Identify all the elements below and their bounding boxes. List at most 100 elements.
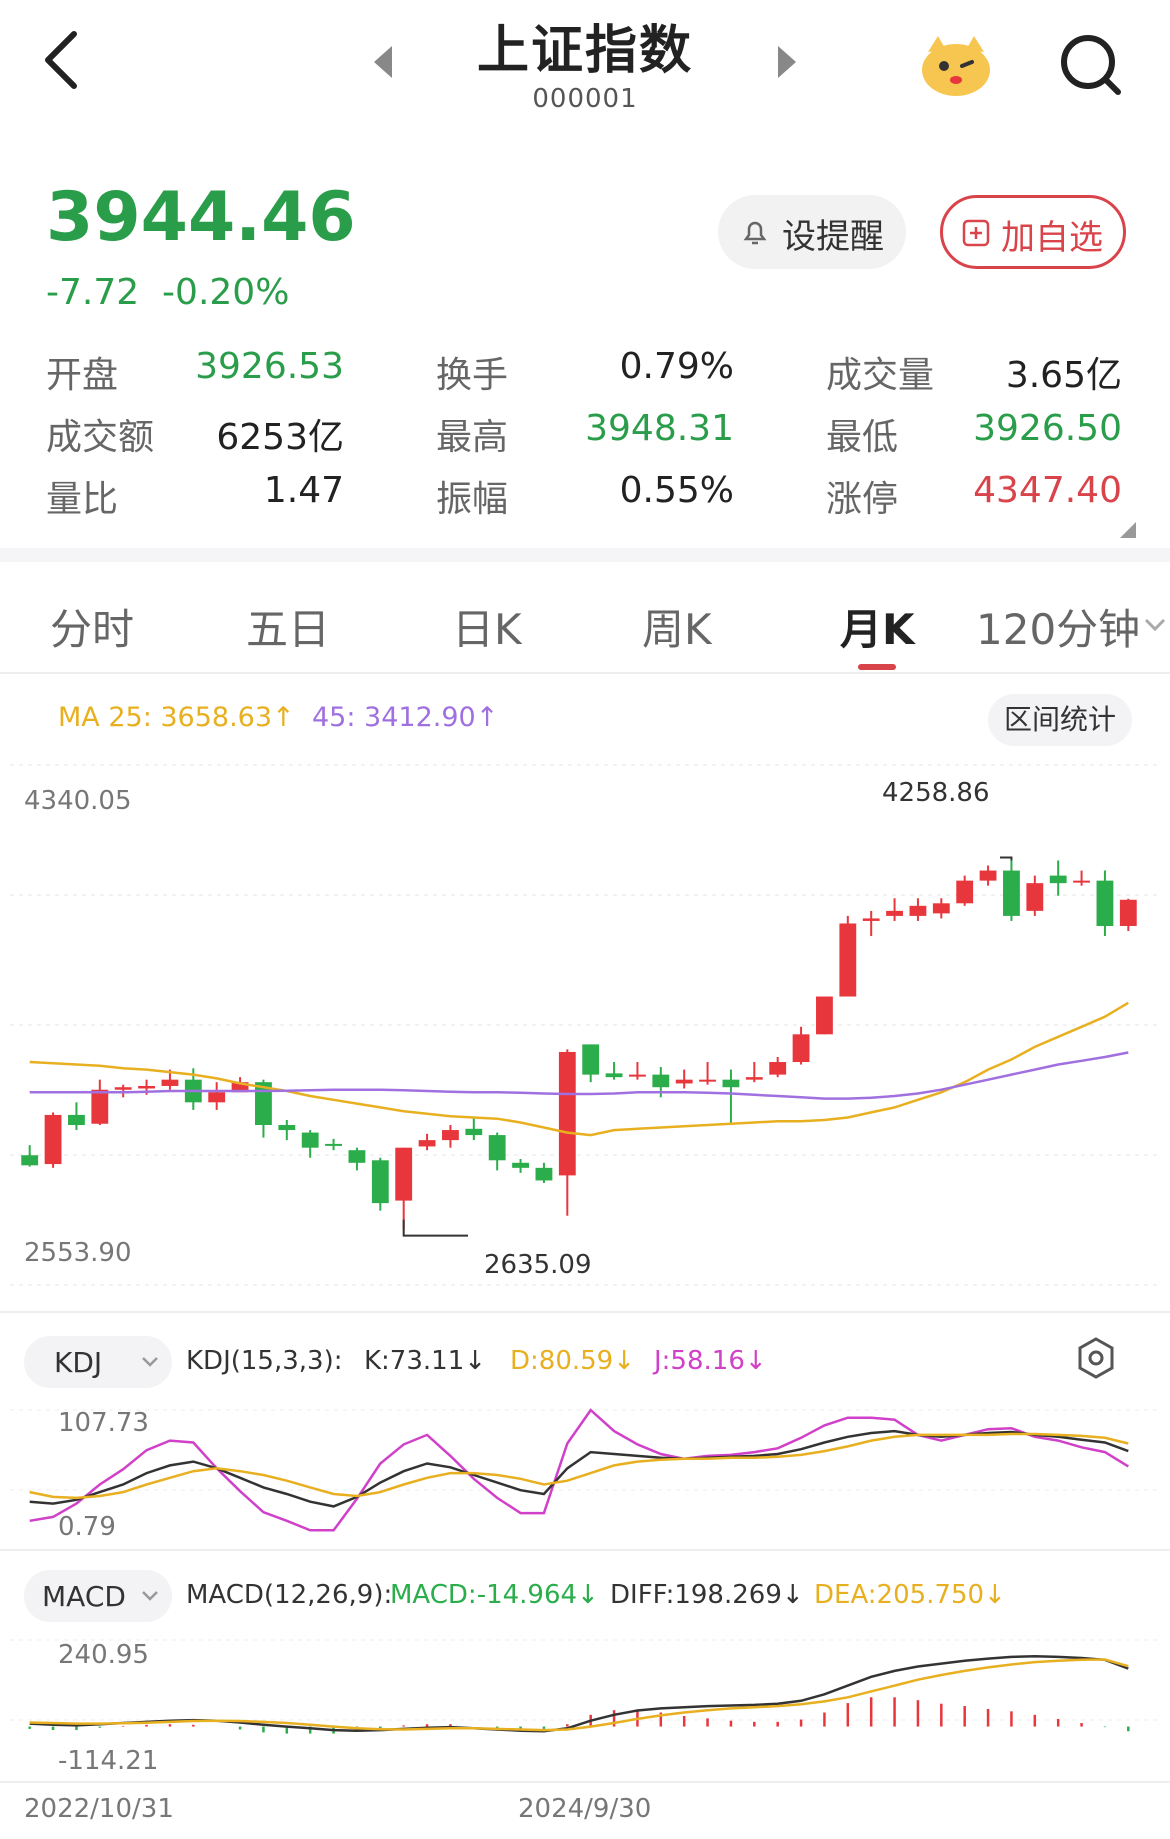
add-watchlist-button[interactable]: 加自选 [940,195,1126,269]
high-annotation-line [1000,856,1013,861]
set-alert-label: 设提醒 [782,217,884,257]
candle-body [301,1132,319,1148]
section-divider [0,548,1170,562]
candle-body [1073,880,1090,883]
kdj-k-line [29,1429,1129,1508]
candle-body [255,1082,272,1126]
tab-120-minute[interactable]: 120分钟 [976,605,1141,654]
macd-selector-label: MACD [42,1580,126,1613]
candle-body [161,1079,179,1086]
candle-body [512,1162,529,1168]
kdj-d-line [29,1432,1129,1500]
kdj-k-value: K:73.11↓ [364,1346,487,1376]
macd-selector[interactable]: MACD [24,1570,172,1622]
tab-intraday[interactable]: 分时 [50,605,135,654]
range-stats-button[interactable]: 区间统计 [988,694,1132,746]
chevron-down-icon [142,1357,158,1367]
ma25-line [29,1001,1129,1137]
candle-body [184,1079,202,1103]
y-axis-bottom-label: 2553.90 [24,1238,132,1268]
candle-body [605,1073,623,1078]
candle-body [1026,883,1044,911]
candle-body [862,918,880,921]
tab-monthly-k[interactable]: 月K [840,605,915,654]
tab-daily-k[interactable]: 日K [452,605,522,654]
macd-y-top-label: 240.95 [58,1640,149,1670]
stat-value-high: 3948.31 [585,408,734,449]
back-icon[interactable] [30,20,100,100]
candle-body [932,903,950,914]
change-percent: -0.20% [162,272,290,313]
candle-body [488,1135,506,1161]
stat-label-high: 最高 [436,417,509,458]
kdj-lines-group [29,1408,1129,1532]
candle-body [816,996,833,1035]
macd-dea-value: DEA:205.750↓ [814,1580,1006,1610]
candle-body [979,870,997,881]
candle-body [418,1140,436,1147]
price-change: -7.72 -0.20% [46,272,289,313]
candle-body [582,1044,600,1075]
y-axis-top-label: 4340.05 [24,786,132,816]
candle-body [675,1079,693,1084]
tab-five-day[interactable]: 五日 [246,605,331,654]
candle-body [792,1034,810,1063]
ma25-value: MA 25: 3658.63↑ [58,702,295,733]
prev-stock-icon[interactable] [368,42,398,82]
candle-body [652,1074,670,1088]
stat-label-volume: 成交量 [826,355,935,396]
mascot-icon[interactable] [916,22,996,102]
candle-body [68,1114,85,1126]
settings-hex-icon[interactable] [1074,1336,1118,1380]
candle-body [956,880,974,904]
kdj-selector-label: KDJ [54,1346,103,1379]
macd-dea-line [29,1658,1129,1732]
candle-body [395,1147,413,1201]
candle-body [465,1128,483,1136]
kdj-y-bottom-label: 0.79 [58,1512,116,1542]
top-bar: 上证指数 000001 [0,0,1170,130]
kdj-selector[interactable]: KDJ [24,1336,172,1388]
candle-body [1096,880,1114,926]
stat-value-volume: 3.65亿 [1005,355,1122,396]
macd-y-bottom-label: -114.21 [58,1746,159,1776]
candle-body [208,1092,226,1103]
page-title: 上证指数 [476,21,693,81]
macd-diff-line [29,1655,1129,1733]
expand-corner-icon[interactable] [1118,520,1138,540]
kdj-d-value: D:80.59↓ [510,1346,635,1376]
set-alert-button[interactable]: 设提醒 [718,195,906,269]
candle-body [231,1082,249,1093]
ma-lines-group [29,1001,1129,1137]
candle-body [442,1130,459,1141]
candle-body [348,1150,366,1163]
stat-label-low: 最低 [826,417,899,458]
tab-weekly-k[interactable]: 周K [642,605,712,654]
ma45-line [29,1051,1129,1100]
current-price: 3944.46 [46,178,356,257]
stat-value-low: 3926.50 [973,408,1122,449]
next-stock-icon[interactable] [772,42,802,82]
candle-body [325,1143,342,1146]
candle-body [722,1079,740,1088]
search-icon[interactable] [1056,30,1126,100]
macd-params: MACD(12,26,9): [186,1580,393,1610]
stat-value-volume-ratio: 1.47 [263,470,344,511]
kdj-params: KDJ(15,3,3): [186,1346,343,1376]
kdj-j-line [29,1408,1129,1532]
kdj-y-top-label: 107.73 [58,1408,149,1438]
candle-body [1119,899,1137,926]
high-annotation-label: 4258.86 [882,778,990,808]
low-annotation-label: 2635.09 [484,1250,592,1280]
stat-label-amount: 成交额 [46,417,155,458]
plus-square-icon [962,219,990,247]
candle-body [114,1087,132,1090]
chevron-down-icon[interactable] [1142,614,1168,634]
stat-label-turnover: 换手 [436,355,509,396]
candle-body [138,1085,155,1089]
tabs-underline [0,672,1170,674]
candle-body [44,1114,62,1165]
low-annotation-line [402,1219,468,1237]
candles-group [21,856,1137,1237]
candle-body [769,1062,787,1075]
